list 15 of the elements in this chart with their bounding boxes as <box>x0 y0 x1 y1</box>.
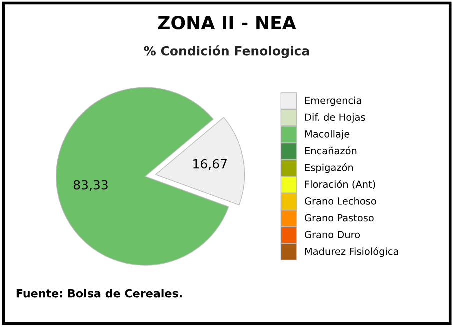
chart-subtitle: % Condición Fenologica <box>144 46 310 58</box>
legend-label: Encañazón <box>305 146 357 155</box>
legend-label: Dif. de Hojas <box>305 114 366 123</box>
legend-label: Grano Lechoso <box>305 197 376 205</box>
legend-label: Grano Pastoso <box>305 214 374 222</box>
legend-label: Espigazón <box>305 163 354 174</box>
source-note: Fuente: Bolsa de Cereales. <box>16 289 182 298</box>
legend-label: Grano Duro <box>305 231 360 238</box>
data-label: 16,67 <box>194 159 227 170</box>
legend-label: Floración (Ant) <box>305 180 376 190</box>
chart-title: ZONA II - NEA <box>158 16 296 30</box>
legend-label: Emergencia <box>305 96 362 106</box>
legend-label: Macollaje <box>305 130 350 140</box>
legend-label: Madurez Fisiológica <box>305 247 398 258</box>
data-label: 83,33 <box>74 180 108 192</box>
